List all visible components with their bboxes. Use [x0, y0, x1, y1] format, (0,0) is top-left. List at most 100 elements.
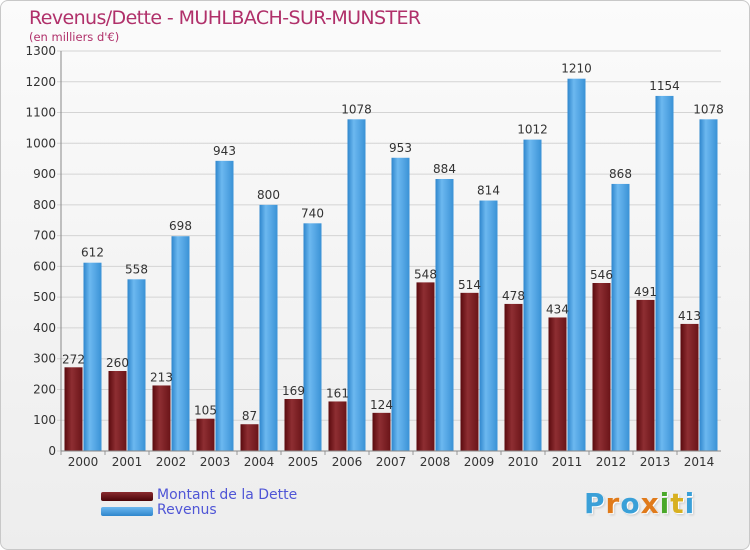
x-tick-label: 2013: [640, 455, 671, 469]
debt-value-label: 260: [106, 356, 129, 370]
debt-bar: [636, 299, 655, 451]
revenue-bar: [567, 78, 586, 451]
logo-letter: P: [584, 487, 606, 520]
x-tick-label: 2003: [200, 455, 231, 469]
logo-letter: t: [670, 487, 685, 520]
y-tick-label: 300: [33, 352, 56, 366]
y-tick-label: 900: [33, 167, 56, 181]
y-tick-label: 800: [33, 198, 56, 212]
revenue-bar: [523, 139, 542, 451]
x-tick-label: 2006: [332, 455, 363, 469]
y-tick-label: 600: [33, 259, 56, 273]
debt-value-label: 124: [370, 398, 393, 412]
debt-bar: [64, 367, 83, 451]
debt-bar: [548, 317, 567, 451]
x-tick-label: 2004: [244, 455, 275, 469]
revenue-value-label: 558: [125, 262, 148, 276]
debt-bar: [460, 292, 479, 451]
revenue-value-label: 1012: [517, 123, 548, 137]
revenue-bar: [127, 279, 146, 451]
y-tick-label: 1200: [25, 75, 56, 89]
debt-value-label: 169: [282, 384, 305, 398]
revenue-value-label: 868: [609, 167, 632, 181]
debt-bar: [108, 371, 127, 451]
x-tick-label: 2000: [68, 455, 99, 469]
proxiti-logo: Proxiti: [584, 487, 695, 520]
revenue-value-label: 612: [81, 246, 104, 260]
y-tick-label: 700: [33, 229, 56, 243]
y-tick-label: 0: [48, 444, 56, 458]
y-tick-label: 500: [33, 290, 56, 304]
revenue-value-label: 698: [169, 219, 192, 233]
revenue-bar: [171, 236, 190, 451]
logo-letter: o: [620, 487, 641, 520]
revenue-bar: [435, 179, 454, 451]
debt-bar: [372, 412, 391, 451]
revenue-value-label: 884: [433, 162, 456, 176]
debt-value-label: 514: [458, 278, 481, 292]
debt-value-label: 272: [62, 352, 85, 366]
revenue-bar: [347, 119, 366, 452]
x-tick-label: 2012: [596, 455, 627, 469]
logo-letter: r: [605, 487, 621, 520]
y-tick-label: 100: [33, 413, 56, 427]
y-tick-label: 200: [33, 382, 56, 396]
y-tick-label: 1300: [25, 44, 56, 58]
revenue-bar: [391, 157, 410, 451]
x-tick-label: 2007: [376, 455, 407, 469]
debt-bar: [680, 323, 699, 451]
revenue-value-label: 800: [257, 188, 280, 202]
revenue-bar: [655, 95, 674, 451]
debt-bar: [328, 401, 347, 451]
x-tick-label: 2014: [684, 455, 715, 469]
chart-title: Revenus/Dette - MUHLBACH-SUR-MUNSTER: [29, 7, 421, 29]
x-tick-label: 2002: [156, 455, 187, 469]
revenue-bar: [303, 223, 322, 451]
revenue-bar: [479, 200, 498, 451]
revenue-bar: [259, 204, 278, 451]
legend-label-revenue: Revenus: [157, 502, 217, 518]
logo-letter: x: [640, 487, 660, 520]
revenue-value-label: 814: [477, 184, 500, 198]
x-tick-label: 2008: [420, 455, 451, 469]
debt-bar: [504, 303, 523, 451]
revenue-bar: [83, 262, 102, 451]
revenue-bar: [611, 183, 630, 451]
revenue-value-label: 1078: [693, 102, 724, 116]
debt-bar: [416, 282, 435, 451]
revenue-bar: [215, 160, 234, 451]
x-tick-label: 2011: [552, 455, 583, 469]
debt-value-label: 87: [242, 409, 257, 423]
revenue-value-label: 1210: [561, 62, 592, 76]
debt-value-label: 105: [194, 404, 217, 418]
legend-swatch-revenue: [101, 507, 153, 516]
y-tick-label: 1000: [25, 136, 56, 150]
x-tick-label: 2005: [288, 455, 319, 469]
x-tick-label: 2001: [112, 455, 143, 469]
debt-value-label: 491: [634, 285, 657, 299]
y-tick-label: 1100: [25, 106, 56, 120]
y-tick-label: 400: [33, 321, 56, 335]
logo-letter: i: [684, 487, 696, 520]
debt-bar: [240, 424, 259, 451]
debt-value-label: 434: [546, 302, 569, 316]
revenue-value-label: 1078: [341, 102, 372, 116]
revenue-bar: [699, 119, 718, 452]
debt-bar: [284, 399, 303, 451]
x-tick-label: 2010: [508, 455, 539, 469]
debt-bar: [592, 283, 611, 451]
revenue-value-label: 943: [213, 144, 236, 158]
x-tick-label: 2009: [464, 455, 495, 469]
debt-value-label: 478: [502, 289, 525, 303]
chart-subtitle: (en milliers d'€): [29, 30, 120, 44]
debt-bar: [152, 385, 171, 451]
debt-value-label: 546: [590, 268, 613, 282]
debt-bar: [196, 418, 215, 451]
revenue-value-label: 1154: [649, 79, 680, 93]
legend-label-debt: Montant de la Dette: [157, 487, 298, 503]
legend-swatch-debt: [101, 492, 153, 501]
revenue-value-label: 953: [389, 141, 412, 155]
revenue-value-label: 740: [301, 206, 324, 220]
